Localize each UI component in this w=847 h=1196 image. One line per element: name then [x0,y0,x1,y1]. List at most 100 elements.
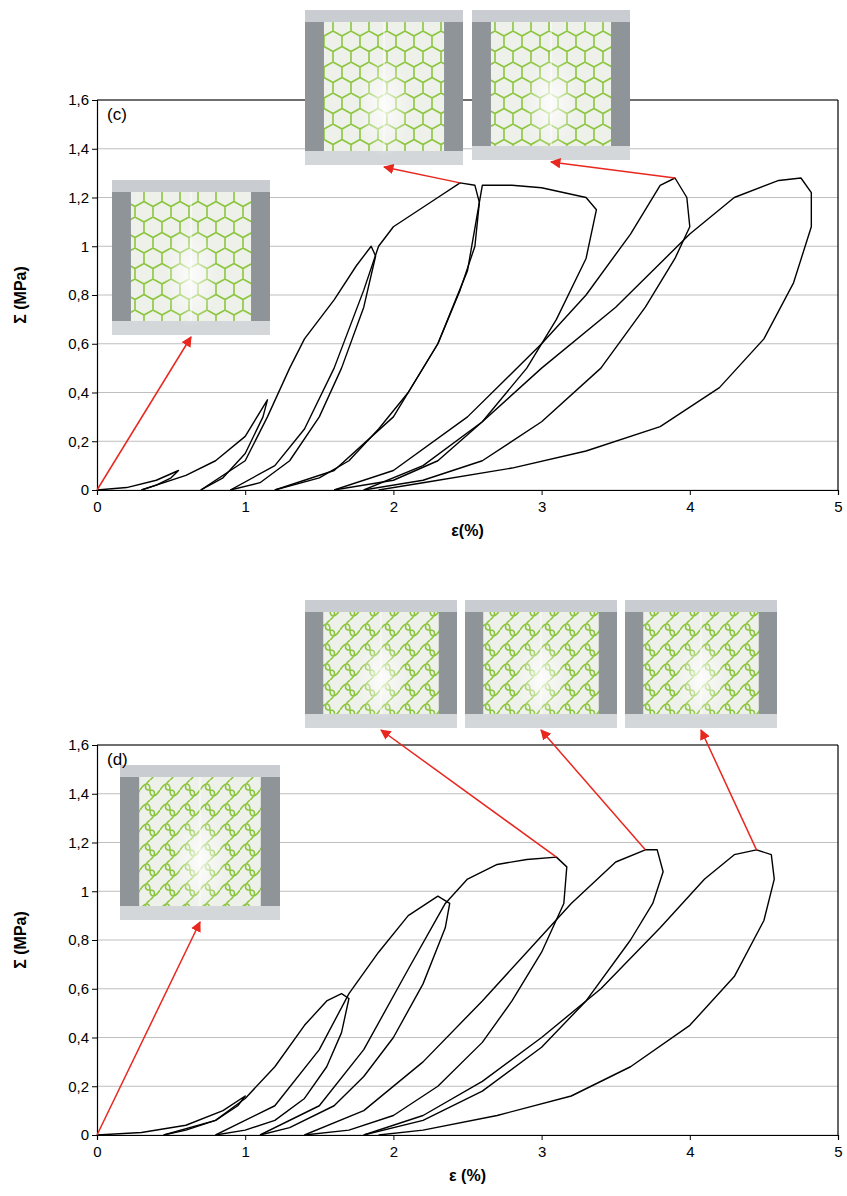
tick: 0,8 [68,931,97,948]
grid-line [97,100,838,101]
tick-mark [92,1038,97,1039]
x-axis: 0 1 2 3 4 5 [93,490,842,515]
arrow [541,730,645,850]
arrow [384,167,460,183]
load-cycle [97,471,179,491]
load-cycle [164,994,349,1135]
tick-label: 2 [390,498,398,515]
tick: 3 [538,1135,546,1160]
tick: 1 [81,883,97,900]
load-cycle [304,850,663,1135]
tick: 0,4 [68,1029,97,1046]
specimen-photo [120,765,280,920]
load-cycle [364,850,775,1135]
tick-label: 4 [686,1143,694,1160]
frame-top [97,744,838,745]
tick: 0 [93,1135,101,1160]
y-axis: 0 0,2 0,4 0,6 0,8 1 1,2 1,4 1,6 [68,736,97,1143]
tick-label: 0,4 [68,1029,89,1046]
tick-mark [92,100,97,101]
y-axis-title: Σ (MPa) [12,911,29,969]
grid-line [97,392,838,393]
tick-label: 0,4 [68,384,89,401]
tick-label: 0,2 [68,1078,89,1095]
tick: 0 [81,1126,97,1143]
tick-mark [92,940,97,941]
tick: 0,2 [68,433,97,450]
tick: 5 [834,490,842,515]
tick-label: 4 [686,498,694,515]
tick-mark [92,843,97,844]
tick: 1 [81,238,97,255]
x-axis: 0 1 2 3 4 5 [93,1135,842,1160]
tick-mark [92,198,97,199]
arrow [551,162,675,178]
tick-label: 0,2 [68,433,89,450]
tick-mark [393,490,394,495]
tick: 0 [81,481,97,498]
tick-label: 1 [81,883,89,900]
grid-line [97,988,838,989]
tick: 1 [242,490,250,515]
tick-mark [245,490,246,495]
tick: 4 [686,490,694,515]
frame-top [97,99,838,100]
tick-label: 1,4 [68,140,89,157]
grid [97,100,838,490]
frame-right [837,745,838,1135]
plot-area [97,178,811,490]
tick-mark [92,441,97,442]
tick: 0,6 [68,980,97,997]
tick: 1,6 [68,736,97,753]
tick: 0 [93,490,101,515]
load-cycle [275,185,597,490]
figure: 01234500,20,40,60,811,21,41,6ε(%)Σ (MPa)… [0,0,847,1196]
tick: 0,4 [68,384,97,401]
arrow [97,922,200,1135]
axis-line [98,491,839,496]
tick-mark [92,344,97,345]
tick-mark [245,1135,246,1140]
tick-label: 1 [242,498,250,515]
tick-label: 1 [242,1143,250,1160]
tick-label: 1,4 [68,785,89,802]
tick-mark [92,1135,97,1136]
tick-mark [92,149,97,150]
arrow [701,730,756,850]
grid-line [97,148,838,149]
tick-label: 1,2 [68,834,89,851]
frame-right [837,100,838,490]
specimen-photo [465,600,617,728]
tick-label: 1,6 [68,736,89,753]
axis-line [92,746,98,1136]
tick-label: 2 [390,1143,398,1160]
tick-label: 0 [93,498,101,515]
tick: 4 [686,1135,694,1160]
load-cycle [216,896,450,1135]
tick-label: 1,6 [68,91,89,108]
tick-mark [92,490,97,491]
tick: 2 [390,490,398,515]
tick-label: 1 [81,238,89,255]
tick: 5 [834,1135,842,1160]
tick: 1,2 [68,834,97,851]
tick-label: 0,8 [68,286,89,303]
y-axis: 00,20,40,60,811,21,41,6 [68,91,97,498]
arrow [381,730,556,857]
load-cycle [334,178,690,490]
specimen-photo [112,180,270,335]
tick-mark [92,989,97,990]
tick-label: 3 [538,498,546,515]
grid [97,745,838,1135]
tick: 1 [242,1135,250,1160]
tick-label: 5 [834,498,842,515]
grid-line [97,1037,838,1038]
load-cycle [260,857,567,1135]
tick-mark [92,393,97,394]
specimen-photo [305,600,457,728]
tick-mark [92,295,97,296]
grid-line [97,343,838,344]
grid-line [97,441,838,442]
tick: 3 [538,490,546,515]
tick-mark [690,1135,691,1140]
